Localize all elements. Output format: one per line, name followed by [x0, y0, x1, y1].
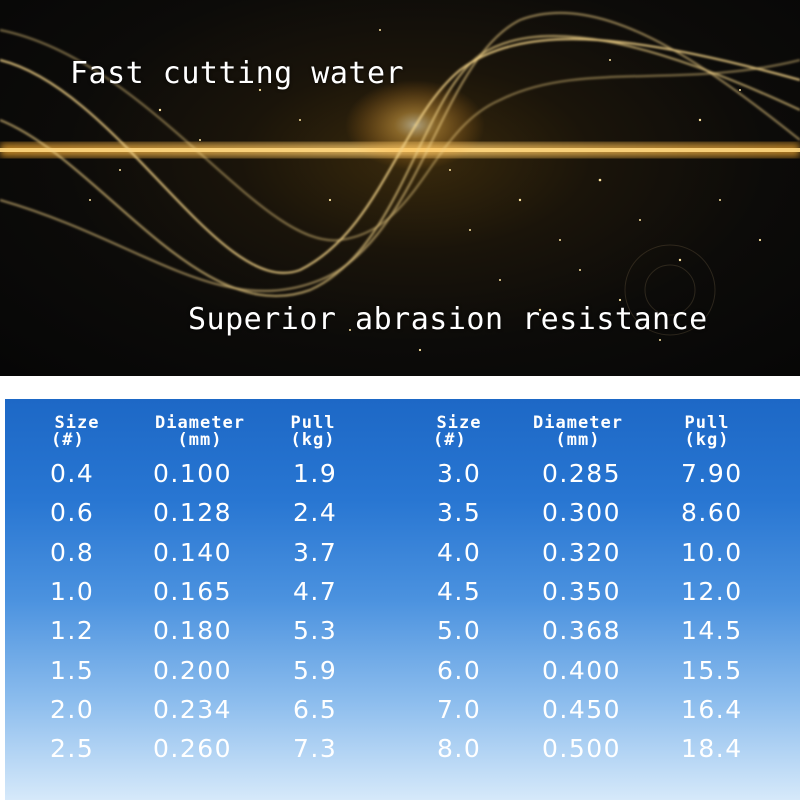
table-cell: 0.6 [50, 498, 95, 528]
col-header-diameter: Diameter (mm) [523, 415, 633, 449]
col-header-unit: (kg) [290, 430, 336, 450]
col-header-title: Diameter [533, 413, 623, 433]
col-header-unit: (kg) [684, 430, 730, 450]
col-header-title: Diameter [155, 413, 245, 433]
table-cell: 18.4 [681, 734, 743, 764]
table-cell: 0.400 [542, 655, 622, 685]
table-cell: 0.234 [153, 694, 233, 724]
col-header-size: Size (#) [49, 415, 105, 449]
table-cell: 0.300 [542, 498, 622, 528]
table-cell: 0.500 [542, 734, 622, 764]
table-cell: 0.450 [542, 694, 622, 724]
table-cell: 7.0 [437, 694, 482, 724]
table-cell: 0.165 [153, 576, 233, 606]
col-header-title: Size [54, 413, 100, 433]
table-cell: 0.100 [153, 459, 233, 488]
table-cell: 5.0 [437, 616, 482, 646]
table-cell: 1.0 [50, 576, 95, 606]
table-cell: 0.260 [153, 734, 233, 764]
table-cell: 0.200 [153, 655, 233, 685]
table-cell: 0.285 [542, 459, 622, 488]
table-cell: 0.128 [153, 498, 233, 528]
table-cell: 0.140 [153, 537, 233, 567]
table-cell: 15.5 [681, 655, 743, 685]
golden-lines-graphic [0, 11, 800, 352]
col-header-pull: Pull (kg) [283, 415, 343, 449]
table-cell: 5.3 [293, 616, 338, 646]
table-cell: 10.0 [681, 537, 743, 567]
table-cell: 3.5 [437, 498, 482, 528]
table-cell: 4.0 [437, 537, 482, 567]
table-cell: 16.4 [681, 694, 743, 724]
table-cell: 0.8 [50, 537, 95, 567]
spec-table-panel: Size (#) Diameter (mm) Pull (kg) Size (#… [5, 399, 800, 800]
table-cell: 1.9 [293, 459, 338, 488]
table-cell: 0.350 [542, 576, 622, 606]
table-cell: 4.7 [293, 576, 338, 606]
col-header-unit: (#) [51, 430, 85, 450]
col-header-unit: (mm) [177, 430, 223, 450]
col-header-diameter: Diameter (mm) [145, 415, 255, 449]
table-cell: 0.180 [153, 616, 233, 646]
headline-bottom: Superior abrasion resistance [188, 302, 708, 337]
col-header-unit: (mm) [555, 430, 601, 450]
table-cell: 2.0 [50, 694, 95, 724]
col-header-title: Pull [684, 413, 730, 433]
table-cell: 4.5 [437, 576, 482, 606]
table-cell: 0.4 [50, 459, 95, 488]
sparkle-dots [89, 29, 762, 352]
banner-image: Fast cutting water Superior abrasion res… [0, 0, 800, 376]
table-cell: 7.90 [681, 459, 743, 488]
table-cell: 1.2 [50, 616, 95, 646]
table-cell: 1.5 [50, 655, 95, 685]
table-cell: 6.5 [293, 694, 338, 724]
table-cell: 5.9 [293, 655, 338, 685]
spec-table: Size (#) Diameter (mm) Pull (kg) Size (#… [5, 399, 800, 800]
table-cell: 8.60 [681, 498, 743, 528]
table-cell: 2.4 [293, 498, 338, 528]
col-header-title: Size [436, 413, 482, 433]
col-header-pull: Pull (kg) [677, 415, 737, 449]
table-cell: 0.320 [542, 537, 622, 567]
table-cell: 14.5 [681, 616, 743, 646]
table-cell: 8.0 [437, 734, 482, 764]
col-header-title: Pull [290, 413, 336, 433]
table-cell: 2.5 [50, 734, 95, 764]
table-cell: 7.3 [293, 734, 338, 764]
table-cell: 0.368 [542, 616, 622, 646]
table-cell: 3.0 [437, 459, 482, 488]
table-cell: 6.0 [437, 655, 482, 685]
table-cell: 12.0 [681, 576, 743, 606]
col-header-unit: (#) [433, 430, 467, 450]
col-header-size: Size (#) [431, 415, 487, 449]
table-cell: 3.7 [293, 537, 338, 567]
headline-top: Fast cutting water [70, 56, 405, 91]
